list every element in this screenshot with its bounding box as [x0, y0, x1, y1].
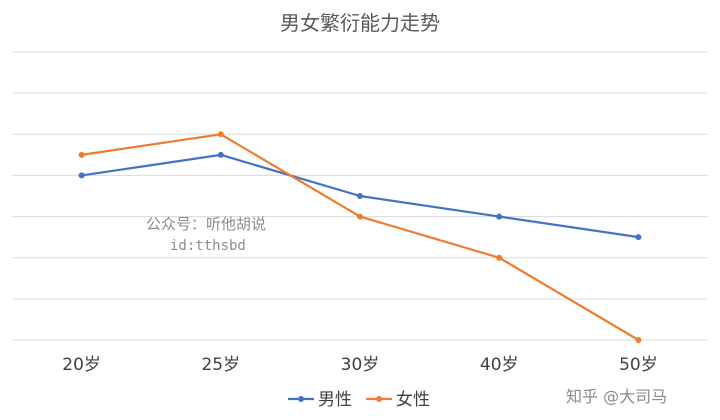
watermark-id: id:tthsbd [170, 238, 246, 254]
data-point [78, 172, 85, 179]
watermark-account: 公众号：听他胡说 [146, 215, 266, 233]
data-point [635, 234, 642, 241]
x-axis-ticks: 20岁 25岁 30岁 40岁 50岁 [62, 355, 657, 375]
data-point [217, 131, 224, 138]
legend: 男性 女性 [288, 390, 430, 410]
chart-title: 男女繁衍能力走势 [280, 11, 440, 35]
series-group [78, 131, 642, 343]
x-tick-label: 50岁 [619, 355, 658, 375]
legend-label: 男性 [318, 390, 352, 410]
x-tick-label: 30岁 [341, 355, 380, 375]
legend-marker [298, 396, 304, 402]
gridlines [12, 51, 708, 341]
legend-label: 女性 [396, 390, 430, 410]
data-point [496, 254, 503, 261]
data-point [217, 151, 224, 158]
x-tick-label: 25岁 [201, 355, 240, 375]
data-point [78, 151, 85, 158]
x-tick-label: 20岁 [62, 355, 101, 375]
series-line-2 [81, 133, 639, 341]
data-point [357, 193, 363, 199]
data-point [635, 337, 642, 343]
data-point [357, 213, 363, 220]
x-tick-label: 40岁 [480, 355, 519, 375]
zhihu-credit: 知乎 @大司马 [566, 387, 667, 406]
data-point [496, 213, 503, 220]
legend-marker [376, 396, 382, 402]
